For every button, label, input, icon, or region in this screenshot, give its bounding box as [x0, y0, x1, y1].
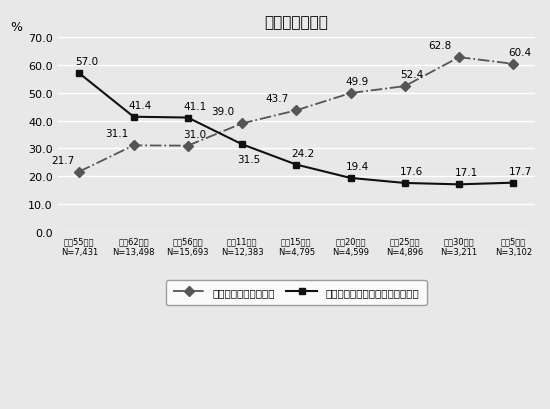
Text: 39.0: 39.0 — [211, 107, 234, 117]
Text: 21.7: 21.7 — [51, 155, 74, 165]
Text: 31.0: 31.0 — [183, 129, 206, 139]
Text: 57.0: 57.0 — [75, 57, 98, 67]
Text: 41.1: 41.1 — [183, 101, 206, 111]
Text: 31.1: 31.1 — [105, 129, 129, 139]
Text: 31.5: 31.5 — [238, 154, 261, 164]
Text: 17.6: 17.6 — [400, 166, 424, 177]
Text: 43.7: 43.7 — [265, 94, 289, 104]
Title: 現在の永住意識: 現在の永住意識 — [265, 15, 328, 30]
Text: 24.2: 24.2 — [292, 148, 315, 158]
Text: 49.9: 49.9 — [346, 77, 369, 87]
Text: 60.4: 60.4 — [509, 48, 532, 58]
Text: 62.8: 62.8 — [428, 41, 451, 51]
Text: 17.1: 17.1 — [454, 168, 477, 178]
Text: 41.4: 41.4 — [129, 101, 152, 110]
Text: 17.7: 17.7 — [509, 166, 532, 176]
Text: 19.4: 19.4 — [346, 162, 369, 171]
Text: 52.4: 52.4 — [400, 70, 424, 80]
Legend: 永住するつもりである, いずれは住み替えるつもりである: 永住するつもりである, いずれは住み替えるつもりである — [166, 280, 426, 305]
Text: %: % — [10, 21, 22, 34]
